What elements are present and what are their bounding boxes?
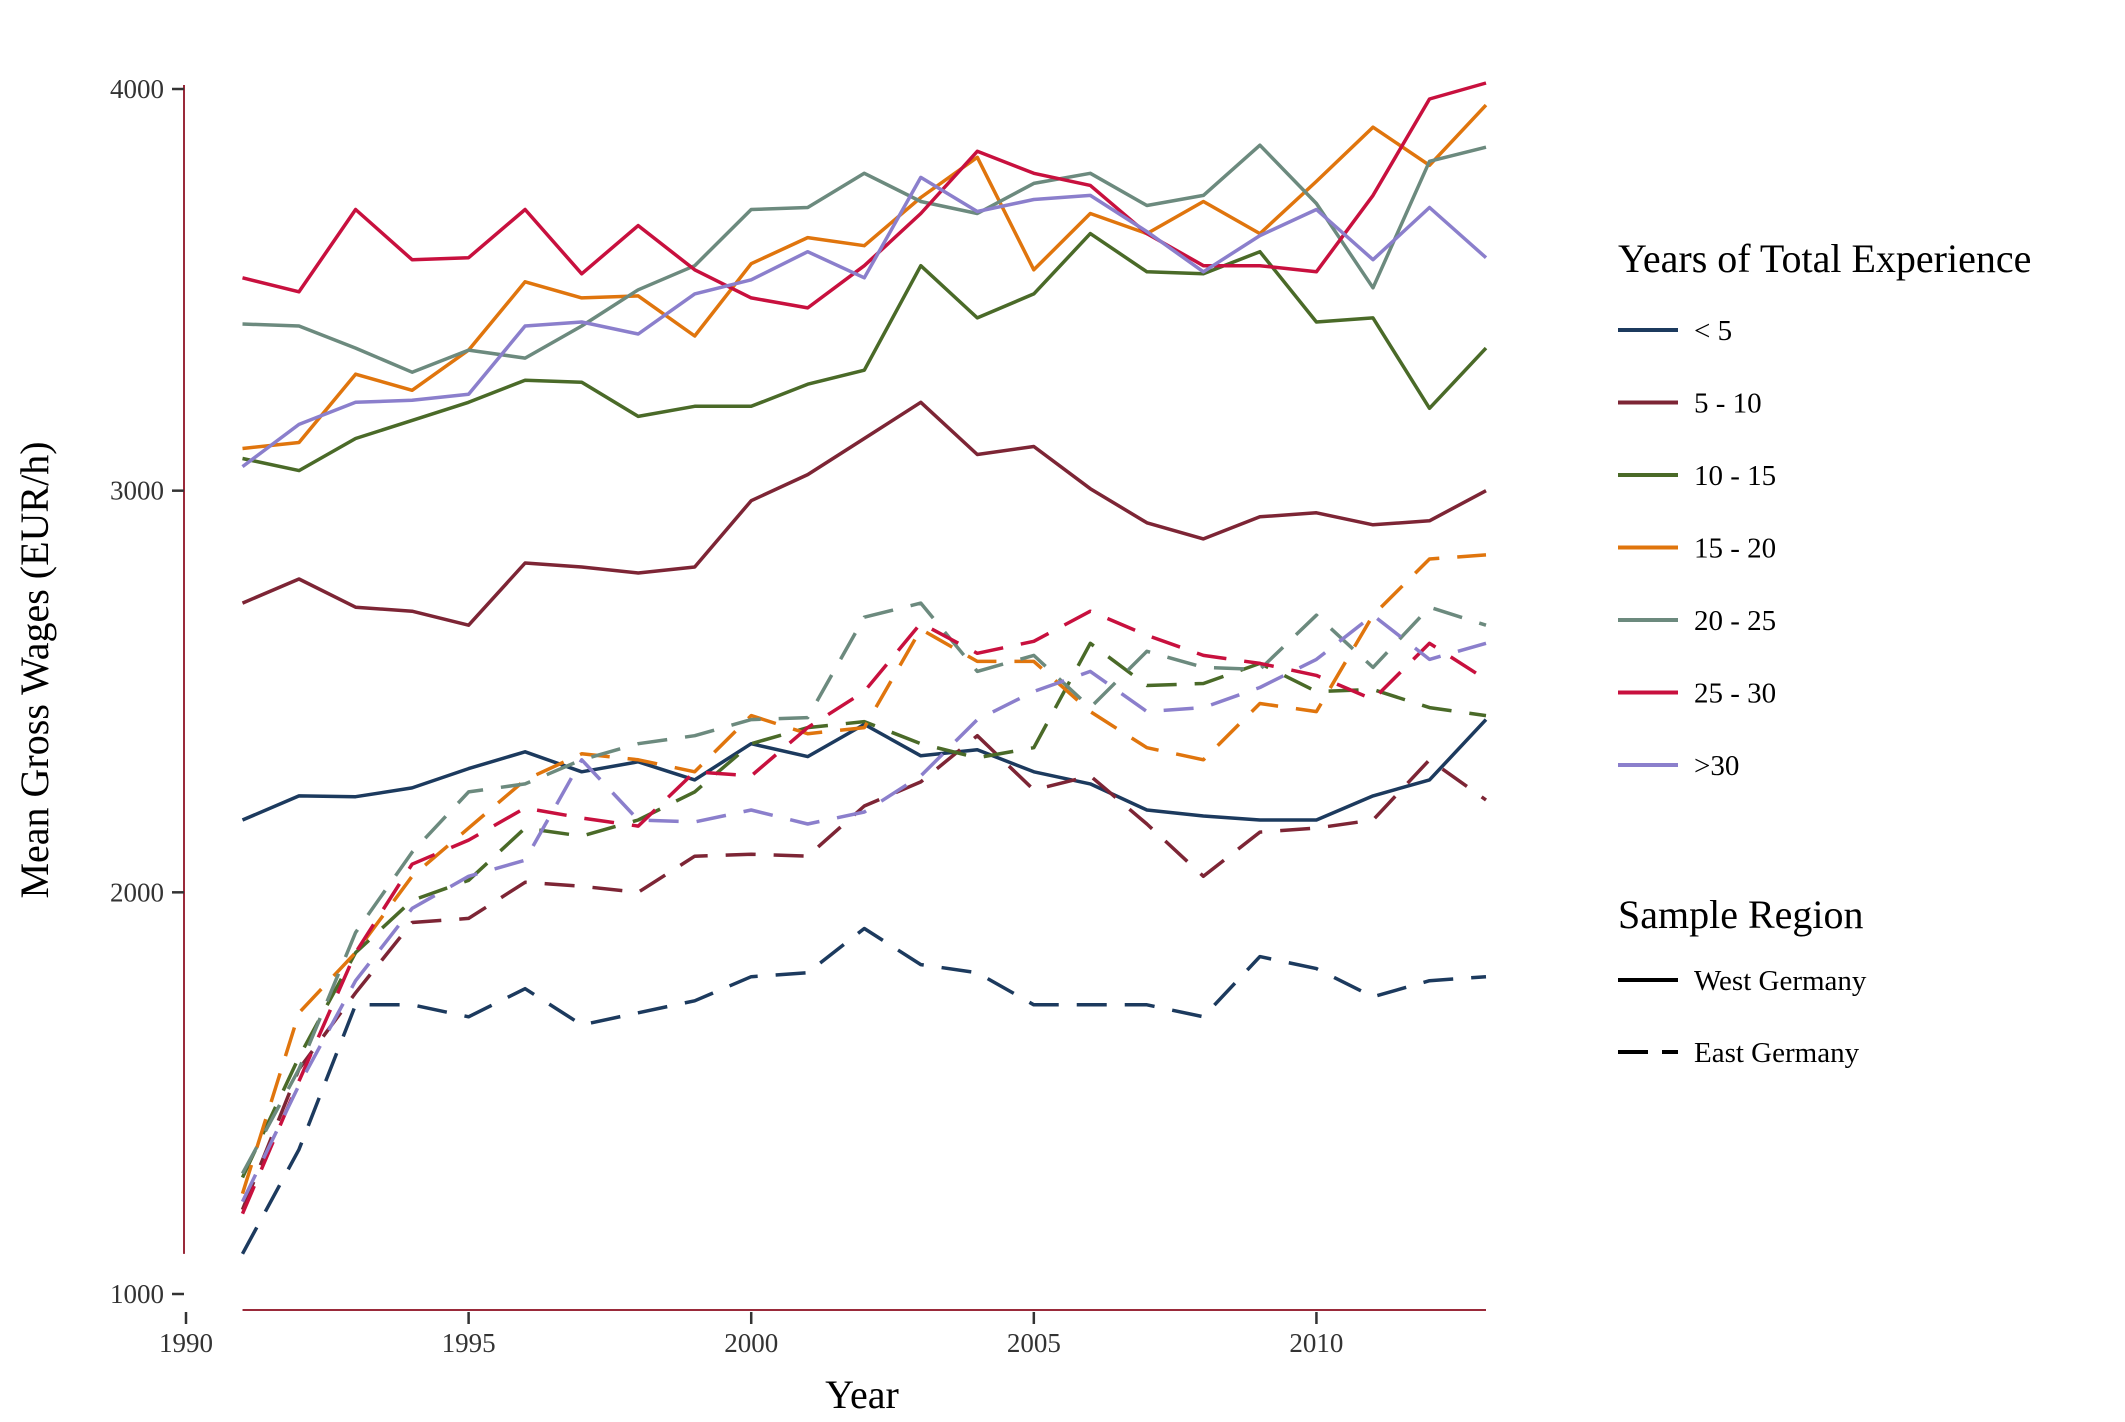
legend-label: West Germany [1694, 965, 1867, 997]
y-axis-title: Mean Gross Wages (EUR/h) [12, 441, 57, 898]
series-line-west-15-20 [242, 103, 1488, 451]
y-tick-label: 3000 [110, 476, 164, 506]
series-line-west-10-15 [242, 231, 1488, 473]
legend-label: 10 - 15 [1694, 460, 1776, 492]
series-line-west-25-30 [242, 81, 1487, 310]
legend-experience-title: Years of Total Experience [1618, 236, 2031, 281]
series-line-east-10-15 [240, 641, 1487, 1179]
legend-label: 5 - 10 [1694, 388, 1762, 420]
x-axis-title: Year [825, 1372, 899, 1417]
legend-label: < 5 [1694, 315, 1732, 347]
series-line-east-30 [240, 613, 1487, 1203]
x-tick-label: 2010 [1289, 1328, 1343, 1358]
series-line-west-20-25 [242, 143, 1487, 374]
legend-label: 20 - 25 [1694, 605, 1776, 637]
legend-experience-items: < 5 5 - 10 10 - 15 15 - 20 20 - 25 25 - 30 >30 [1618, 315, 1776, 782]
series-line-east-20-25 [240, 601, 1487, 1175]
plot-series [240, 81, 1488, 1255]
y-tick-label: 4000 [110, 74, 164, 104]
series-line-east-5 [240, 926, 1487, 1255]
x-tick-label: 1990 [159, 1328, 213, 1358]
legend-label: >30 [1694, 750, 1739, 782]
axes: 1000 2000 3000 4000 1990 1995 2000 2005 2010 [110, 74, 1486, 1358]
legend-label: 25 - 30 [1694, 678, 1776, 710]
x-tick-label: 2000 [724, 1328, 778, 1358]
series-line-east-5-10 [240, 733, 1488, 1211]
series-line-east-25-30 [240, 609, 1487, 1215]
series-line-west-30 [241, 175, 1488, 469]
legend-label: 15 - 20 [1694, 533, 1776, 565]
x-tick-label: 2005 [1007, 1328, 1061, 1358]
x-tick-label: 1995 [442, 1328, 496, 1358]
legend-region-title: Sample Region [1618, 892, 1864, 937]
y-tick-label: 1000 [110, 1279, 164, 1309]
legend: Years of Total Experience Sample Region … [1618, 236, 2031, 1069]
series-line-east-15-20 [240, 553, 1487, 1195]
legend-region-items: West Germany East Germany [1618, 965, 1867, 1069]
series-line-west-5-10 [241, 400, 1487, 627]
legend-label: East Germany [1694, 1037, 1860, 1069]
y-tick-label: 2000 [110, 877, 164, 907]
